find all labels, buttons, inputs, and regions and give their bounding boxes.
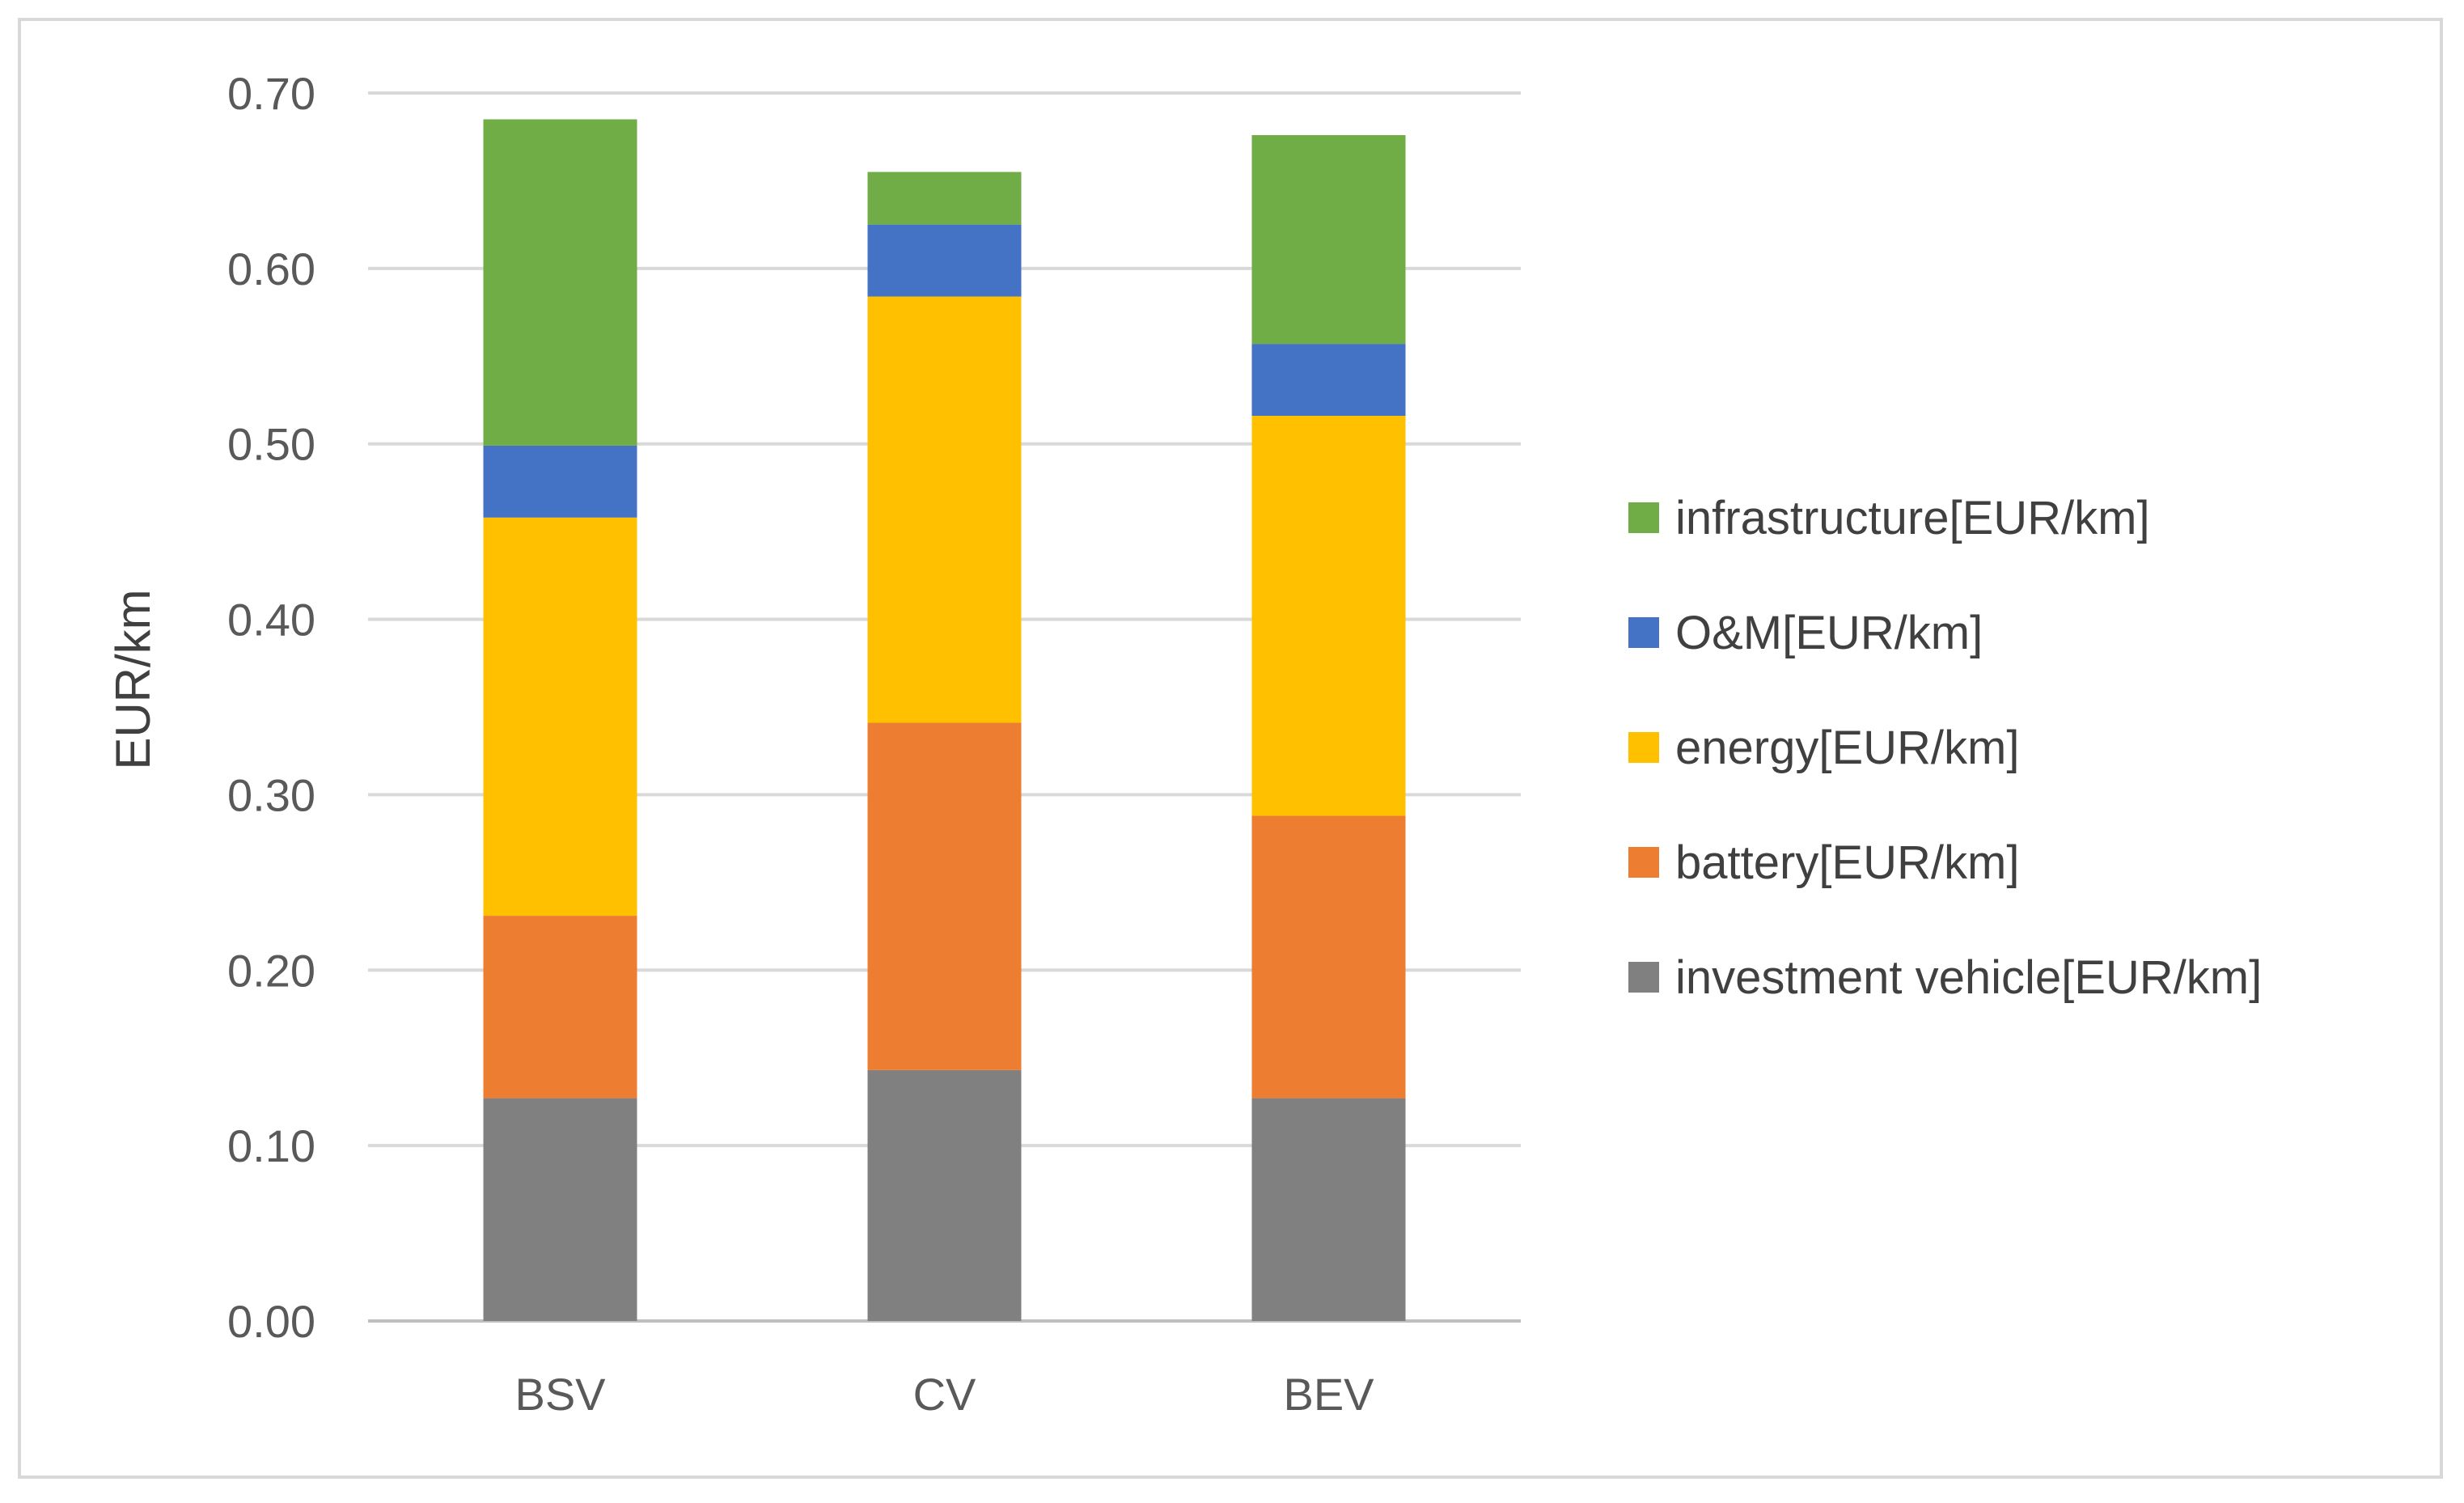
y-axis-title: EUR/km bbox=[106, 589, 160, 769]
bar-segment bbox=[483, 119, 637, 446]
y-tick-label: 0.10 bbox=[227, 1120, 315, 1171]
y-tick-label: 0.50 bbox=[227, 419, 315, 470]
bar-segment bbox=[1251, 815, 1406, 1099]
bar-segment bbox=[867, 1069, 1022, 1321]
bar-segment bbox=[867, 171, 1022, 225]
legend-label: O&M[EUR/km] bbox=[1675, 607, 1983, 659]
bar-segment bbox=[1251, 135, 1406, 345]
chart-frame bbox=[18, 18, 2443, 1479]
y-axis-ticks: 0.00 0.10 0.20 0.30 0.40 0.50 0.60 0.70 bbox=[227, 68, 315, 1347]
legend-label: infrastructure[EUR/km] bbox=[1675, 492, 2150, 544]
legend-swatch bbox=[1628, 502, 1659, 533]
x-axis-ticks: BSV CV BEV bbox=[514, 1369, 1374, 1420]
bar-segment bbox=[483, 1098, 637, 1321]
y-tick-label: 0.20 bbox=[227, 945, 315, 996]
bar-segment bbox=[483, 517, 637, 917]
legend-swatch bbox=[1628, 847, 1659, 878]
bar-segment bbox=[867, 224, 1022, 297]
bar-segment bbox=[1251, 416, 1406, 816]
bar-segment bbox=[867, 296, 1022, 723]
legend-swatch bbox=[1628, 617, 1659, 648]
bar-segment bbox=[483, 916, 637, 1099]
legend-label: investment vehicle[EUR/km] bbox=[1675, 951, 2262, 1004]
y-tick-label: 0.60 bbox=[227, 243, 315, 294]
x-tick-label: BSV bbox=[514, 1369, 606, 1420]
legend-label: energy[EUR/km] bbox=[1675, 722, 2019, 774]
legend-swatch bbox=[1628, 732, 1659, 763]
bars bbox=[483, 119, 1406, 1321]
y-tick-label: 0.30 bbox=[227, 769, 315, 820]
bar-segment bbox=[483, 445, 637, 518]
y-tick-label: 0.00 bbox=[227, 1296, 315, 1347]
legend: infrastructure[EUR/km] O&M[EUR/km] energy[… bbox=[1628, 492, 2262, 1004]
bar-segment bbox=[1251, 1098, 1406, 1321]
bar-segment bbox=[1251, 344, 1406, 417]
x-tick-label: CV bbox=[913, 1369, 976, 1420]
bar-segment bbox=[867, 722, 1022, 1070]
x-tick-label: BEV bbox=[1283, 1369, 1374, 1420]
legend-swatch bbox=[1628, 962, 1659, 993]
y-tick-label: 0.40 bbox=[227, 595, 315, 646]
legend-label: battery[EUR/km] bbox=[1675, 836, 2019, 889]
y-tick-label: 0.70 bbox=[227, 68, 315, 119]
